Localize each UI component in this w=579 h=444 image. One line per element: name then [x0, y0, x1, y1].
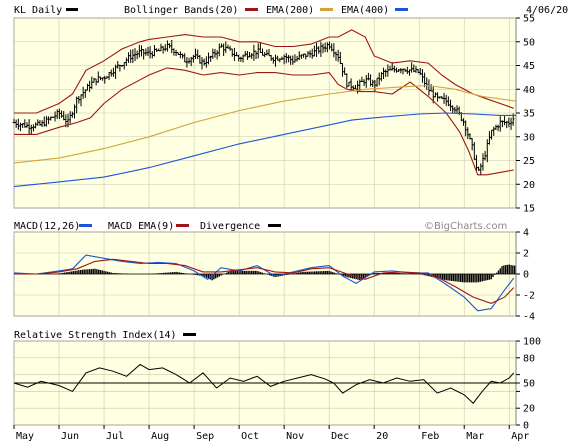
x-tick-label-may: May	[16, 431, 34, 442]
price-indicator-lines	[13, 29, 517, 188]
legend-ema200-label: EMA(200)	[266, 5, 314, 16]
bigcharts-watermark: ©BigCharts.com	[424, 221, 507, 232]
legend-ema400-label: EMA(400)	[341, 5, 389, 16]
legend-bollinger-label: Bollinger Bands(20)	[124, 5, 238, 16]
series-rsi	[13, 363, 515, 404]
legend-rsi-label: Relative Strength Index(14)	[14, 330, 177, 341]
y-tick-label: -2	[523, 291, 535, 302]
y-tick-label: 20	[523, 180, 535, 191]
y-tick-label: 15	[523, 204, 535, 215]
y-tick-label: 25	[523, 156, 535, 167]
series-macd	[13, 254, 515, 312]
x-tick-label-nov: Nov	[286, 431, 304, 442]
series-bollinger-upper	[14, 29, 514, 114]
macd-divergence-histogram	[14, 264, 516, 283]
legend-divergence-label: Divergence	[200, 221, 260, 232]
price-title: KL Daily	[14, 5, 62, 16]
macd-panel: MACD(12,26) MACD EMA(9) Divergence ©BigC…	[13, 221, 535, 323]
macd-lines	[13, 254, 515, 312]
x-tick-label-sep: Sep	[196, 431, 214, 442]
legend-macd-ema-label: MACD EMA(9)	[108, 221, 174, 232]
macd-y-axis: -4 -2 0 2 4	[516, 228, 535, 323]
x-tick-label-aug: Aug	[151, 431, 169, 442]
x-tick-label-feb: Feb	[421, 431, 439, 442]
rsi-y-axis: 0 20 50 80 100	[516, 337, 541, 432]
series-macd-ema	[14, 258, 515, 304]
y-tick-label: 55	[523, 14, 535, 25]
y-tick-label: 30	[523, 132, 535, 143]
x-tick-label-jul: Jul	[106, 431, 124, 442]
series-ema-200-	[13, 84, 517, 164]
y-tick-label: 20	[523, 404, 535, 415]
y-tick-label: 50	[523, 37, 535, 48]
x-tick-label-dec: Dec	[331, 431, 349, 442]
y-tick-label: 50	[523, 379, 535, 390]
price-ohlc-bars	[12, 40, 515, 176]
x-tick-label-oct: Oct	[241, 431, 259, 442]
x-tick-label-mar: Mar	[466, 431, 484, 442]
y-tick-label: 40	[523, 85, 535, 96]
x-tick-label-jun: Jun	[61, 431, 79, 442]
y-tick-label: 0	[523, 421, 529, 432]
rsi-line	[13, 363, 516, 404]
y-tick-label: 0	[523, 270, 529, 281]
y-tick-label: 2	[523, 249, 529, 260]
y-tick-label: 100	[523, 337, 541, 348]
x-axis: May Jun Jul Aug Sep Oct Nov Dec 20 Feb Mar Apr	[13, 425, 529, 442]
y-tick-label: -4	[523, 312, 535, 323]
series-ema-400-	[13, 112, 516, 188]
rsi-panel: Relative Strength Index(14) 0 20 50 80 100	[13, 330, 541, 432]
price-date-label: 4/06/20	[526, 5, 568, 16]
y-tick-label: 4	[523, 228, 529, 239]
price-y-axis: 15 20 25 30 35 40 45 50 55	[516, 14, 535, 215]
y-tick-label: 35	[523, 109, 535, 120]
y-tick-label: 80	[523, 353, 535, 364]
series-bollinger-lower	[14, 67, 514, 176]
price-panel: KL Daily Bollinger Bands(20) EMA(200) EM…	[12, 5, 568, 215]
x-tick-label-apr: Apr	[511, 431, 529, 442]
x-tick-label-20: 20	[376, 431, 388, 442]
legend-macd-label: MACD(12,26)	[14, 221, 80, 232]
y-tick-label: 45	[523, 61, 535, 72]
